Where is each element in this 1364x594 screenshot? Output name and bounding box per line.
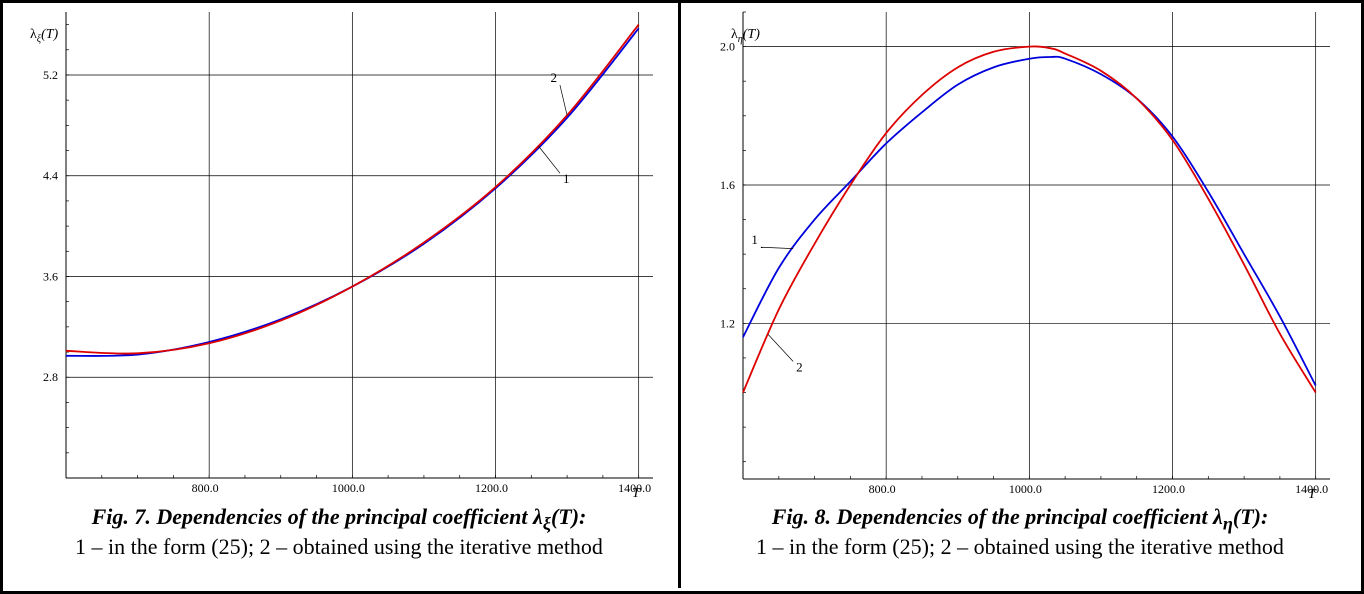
figure-8-title-subscript: η — [1222, 513, 1233, 534]
fig8-y-axis-title: λη(T) — [731, 27, 760, 45]
fig7-y-tick-label: 4.4 — [43, 169, 58, 183]
fig7-annotation-label: 2 — [550, 70, 557, 85]
figure-8-title-tail: (T): — [1232, 504, 1269, 529]
figure-7-panel: 800.0 1000.0 1200.0 1400.0 2.8 3.6 4.4 5.2 λξ(T)… — [0, 0, 678, 588]
fig8-x-tick-label: 1200.0 — [1152, 482, 1185, 496]
fig8-y-tick-label: 2.0 — [720, 40, 735, 54]
fig7-series-2-line — [65, 24, 640, 355]
figure-8-caption: Fig. 8. Dependencies of the principal co… — [681, 505, 1359, 558]
fig7-y-tick-label: 2.8 — [43, 370, 58, 384]
figure-8-panel: 800.0 1000.0 1200.0 1400.0 1.2 1.6 2.0 λη(T) T 1 2… — [681, 0, 1359, 588]
fig7-x-axis-title: T — [632, 486, 641, 501]
figure-7-chart: 800.0 1000.0 1200.0 1400.0 2.8 3.6 4.4 5.2 λξ(T)… — [30, 12, 653, 501]
fig8-x-tick-label: 1400.0 — [1295, 482, 1328, 496]
figure-7-title-subscript: ξ — [542, 513, 551, 534]
figure-7-caption: Fig. 7. Dependencies of the principal co… — [0, 505, 678, 558]
fig8-series-2-line — [742, 45, 1317, 393]
fig8-annotation-leader — [767, 334, 794, 362]
fig7-x-tick-label: 1200.0 — [475, 481, 508, 495]
fig7-y-tick-label: 5.2 — [43, 68, 58, 82]
fig8-x-tick-label: 1000.0 — [1009, 482, 1042, 496]
fig8-x-tick-label: 800.0 — [869, 482, 896, 496]
fig7-x-tick-label: 1400.0 — [618, 481, 651, 495]
fig8-annotation-label: 1 — [751, 232, 758, 247]
figure-8-chart: 800.0 1000.0 1200.0 1400.0 1.2 1.6 2.0λη(T) T 1 2 — [720, 11, 1330, 502]
fig8-y-tick-label: 1.2 — [720, 316, 735, 330]
figure-8-title-text: Fig. 8. Dependencies of the principal co… — [771, 504, 1223, 529]
fig7-x-tick-label: 800.0 — [192, 481, 219, 495]
fig7-y-axis-title: λξ(T) — [30, 27, 59, 45]
fig8-annotation-leader — [760, 246, 794, 249]
figure-7-title-text: Fig. 7. Dependencies of the principal co… — [91, 504, 543, 529]
figure-7-caption-legend: 1 – in the form (25); 2 – obtained using… — [75, 534, 603, 560]
fig7-x-tick-label: 1000.0 — [332, 481, 365, 495]
fig8-annotation-label: 2 — [796, 359, 803, 374]
figure-7-caption-title: Fig. 7. Dependencies of the principal co… — [0, 505, 678, 535]
figure-8-caption-legend: 1 – in the form (25); 2 – obtained using… — [756, 534, 1284, 560]
fig7-y-tick-label: 3.6 — [43, 269, 58, 283]
fig7-annotation-leader — [559, 84, 568, 116]
fig8-series-1-line — [742, 55, 1317, 387]
figure-8-caption-title: Fig. 8. Dependencies of the principal co… — [681, 505, 1359, 535]
fig8-y-tick-label: 1.6 — [720, 178, 735, 192]
fig7-annotation-leader — [538, 145, 561, 174]
fig8-x-axis-title: T — [1308, 487, 1317, 502]
figure-7-title-tail: (T): — [550, 504, 587, 529]
panel-divider — [678, 0, 681, 588]
fig7-annotation-label: 1 — [563, 171, 570, 186]
